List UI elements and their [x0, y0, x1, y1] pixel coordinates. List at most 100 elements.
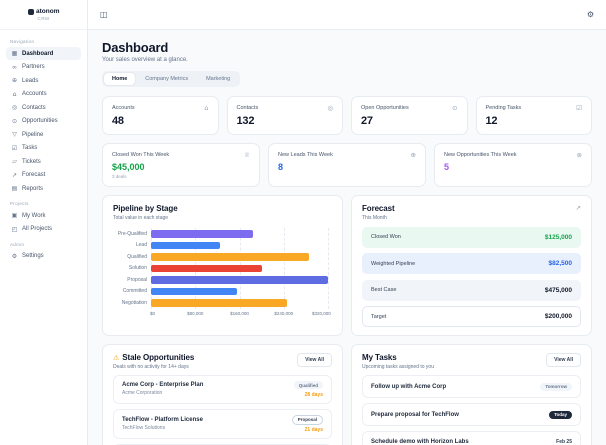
sidebar-item-pipeline[interactable]: ▽ Pipeline [6, 128, 81, 141]
sidebar-item-tickets[interactable]: ▱ Tickets [6, 155, 81, 168]
task-title: Follow up with Acme Corp [371, 383, 447, 390]
logo-subtitle: CRM [37, 16, 50, 21]
settings-icon[interactable]: ⚙ [586, 10, 594, 19]
week-card-value: 5 [444, 162, 450, 172]
logo-icon [27, 8, 34, 15]
stat-value: 132 [236, 115, 255, 127]
sidebar-item-opportunities[interactable]: ⊙ Opportunities [6, 115, 81, 128]
tab-marketing[interactable]: Marketing [206, 76, 231, 82]
task-items-list: Follow up with Acme Corp Tomorrow Prepare … [362, 375, 581, 445]
stale-opportunities-panel: ⚠ Stale Opportunities Deals with no acti… [102, 344, 343, 445]
nav-section-label: Projects [10, 201, 29, 206]
sidebar-item-contacts[interactable]: ◎ Contacts [6, 101, 81, 114]
sidebar-item-label: All Projects [22, 226, 53, 232]
sidebar-item-forecast[interactable]: ↗ Forecast [6, 169, 81, 182]
stale-opportunity-item[interactable]: TechFlow - Platform License TechFlow Solu… [113, 408, 332, 439]
nav-section-label: Navigation [10, 39, 35, 44]
task-item[interactable]: Prepare proposal for TechFlow Today [362, 403, 581, 426]
sidebar-item-accounts[interactable]: ⌂ Accounts [6, 88, 81, 101]
sidebar-item-label: Tickets [22, 158, 41, 165]
stat-label: Accounts [112, 105, 135, 111]
warning-icon: ⚠ [113, 353, 120, 362]
sidebar-item-leads[interactable]: ⊕ Leads [6, 74, 81, 87]
stale-item-title: TechFlow - Platform License [122, 416, 203, 423]
stale-view-all-button[interactable]: View All [297, 353, 332, 367]
sidebar-item-label: Tasks [22, 145, 38, 151]
chart-bar-row [151, 240, 328, 252]
stage-badge: Qualified [293, 381, 323, 389]
forecast-label: Closed Won [371, 234, 401, 240]
forecast-panel: Forecast This Month ↗ Closed Won $125,000… [351, 195, 592, 336]
tasks-subtitle: Upcoming tasks assigned to you [362, 364, 434, 370]
forecast-icon: ↗ [11, 171, 18, 179]
sidebar-item-label: Dashboard [22, 50, 54, 57]
sidebar-item-dashboard[interactable]: ▦ Dashboard [6, 47, 81, 60]
stale-item-title: Acme Corp - Enterprise Plan [122, 382, 204, 389]
sidebar-item-label: Opportunities [22, 118, 58, 124]
task-item[interactable]: Schedule demo with Horizon Labs Feb 25 [362, 431, 581, 445]
chart-bar-committed [151, 287, 237, 295]
stale-opportunity-item[interactable]: Acme Corp - Enterprise Plan Acme Corporat… [113, 375, 332, 404]
chart-bar-row [151, 297, 328, 309]
trophy-icon: ♕ [244, 151, 250, 159]
chart-category-label: Negotiation [121, 299, 147, 306]
nav-section-navigation: Navigation ▦ Dashboard ∞ Partners ⊕ Leads ⌂ Acco… [6, 39, 81, 195]
nav-section-label: Admin [10, 241, 25, 247]
sidebar-item-label: Contacts [22, 104, 46, 111]
chart-gridline [328, 228, 329, 309]
task-check-icon: ☑ [576, 104, 582, 112]
sidebar-item-reports[interactable]: ▤ Reports [6, 182, 81, 195]
week-card-new-leads-this-week: New Leads This Week ⊕ 8 [268, 143, 426, 187]
week-card-value: $45,000 [112, 162, 145, 172]
target-icon: ⊙ [452, 104, 458, 112]
sidebar-item-tasks[interactable]: ☑ Tasks [6, 142, 81, 155]
sidebar-item-settings[interactable]: ⚙ Settings [6, 250, 81, 263]
sidebar-item-my-work[interactable]: ▣ My Work [6, 209, 81, 222]
stats-row: Accounts ⌂ 48 Contacts ◎ 132 Open Opportunitie… [102, 96, 592, 135]
tickets-icon: ▱ [12, 158, 17, 165]
forecast-value: $475,000 [544, 286, 572, 294]
my-work-icon: ▣ [11, 212, 18, 219]
logo-name: atonom [36, 8, 60, 15]
chart-x-tick: $240,000 [274, 310, 294, 316]
week-card-value: 8 [278, 162, 284, 172]
forecast-row-target: Target $200,000 [362, 306, 581, 327]
stat-label: Open Opportunities [361, 105, 409, 111]
forecast-label: Target [371, 313, 387, 320]
dashboard-icon: ▦ [11, 50, 18, 57]
partners-icon: ∞ [12, 63, 17, 71]
chart-bar-pre-qualified [151, 230, 254, 238]
trending-up-icon: ↗ [575, 204, 581, 212]
forecast-rows: Closed Won $125,000 Weighted Pipeline $82,5… [362, 226, 581, 327]
forecast-row-best-case: Best Case $475,000 [362, 279, 581, 301]
chart-bar-row [151, 274, 328, 286]
tab-home[interactable]: Home [104, 73, 136, 85]
main-area: ◫ ⚙ Dashboard Your sales overview at a g… [88, 0, 606, 445]
task-item[interactable]: Follow up with Acme Corp Tomorrow [362, 375, 581, 398]
sidebar-item-partners[interactable]: ∞ Partners [6, 61, 81, 74]
chart-category-label: Solution [128, 265, 147, 272]
chart-y-axis: Pre-Qualified Lead Qualified Solution Propos… [113, 228, 151, 309]
stat-value: 48 [112, 115, 124, 127]
sidebar-toggle-icon[interactable]: ◫ [100, 10, 108, 19]
stage-badge: Proposal [291, 414, 323, 425]
pipeline-chart: Pre-Qualified Lead Qualified Solution Propos… [113, 228, 332, 309]
sidebar-item-label: Reports [22, 185, 44, 192]
content: Dashboard Your sales overview at a glanc… [88, 30, 606, 445]
chart-plot-area [151, 228, 329, 309]
forecast-value: $200,000 [544, 313, 572, 320]
pipeline-title: Pipeline by Stage [113, 204, 178, 213]
tab-company-metrics[interactable]: Company Metrics [145, 76, 189, 82]
tasks-view-all-button[interactable]: View All [546, 353, 581, 367]
week-card-label: New Opportunities This Week [444, 152, 517, 158]
chart-bar-row [151, 251, 328, 263]
tasks-icon: ☑ [11, 144, 18, 152]
task-title: Prepare proposal for TechFlow [371, 411, 459, 418]
nav-section-admin: Admin ⚙ Settings [6, 242, 81, 263]
stat-value: 27 [361, 115, 373, 127]
sidebar-item-label: Partners [22, 64, 45, 70]
sidebar-item-all-projects[interactable]: ◰ All Projects [6, 223, 81, 236]
stale-item-info: Acme Corp - Enterprise Plan Acme Corporat… [122, 382, 203, 396]
stale-subtitle: Deals with no activity for 14+ days [113, 364, 189, 370]
week-card-sub: 3 deals [112, 174, 127, 179]
